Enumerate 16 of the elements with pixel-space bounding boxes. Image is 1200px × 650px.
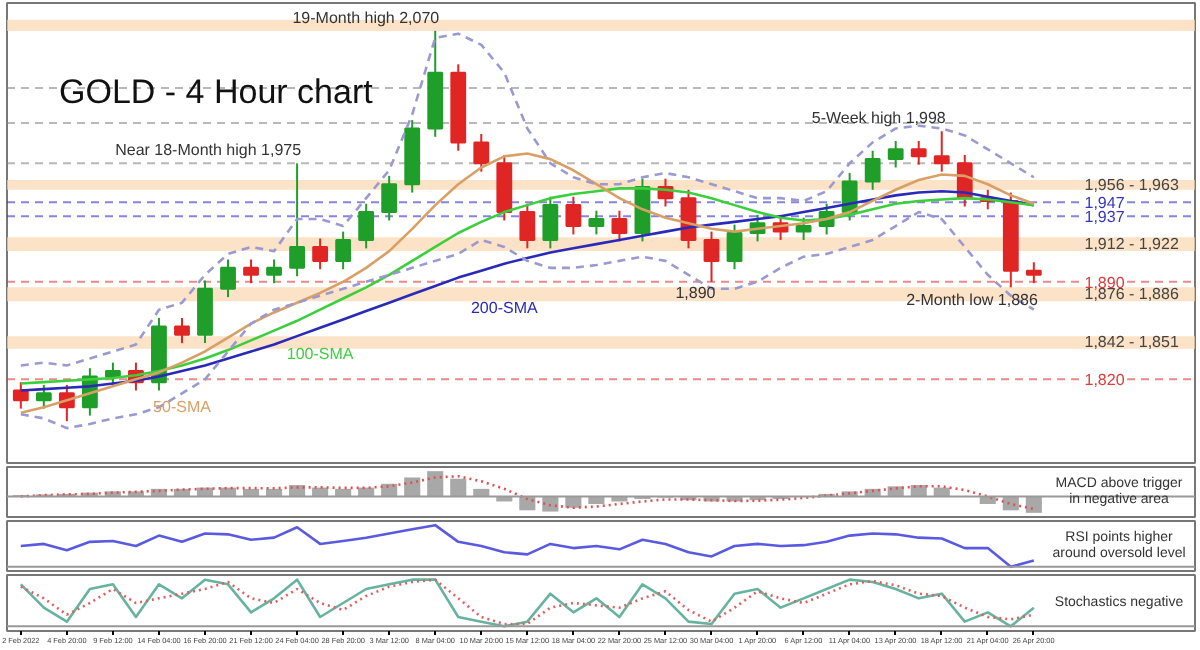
annotation: 19-Month high 2,070 xyxy=(292,8,441,27)
ref-line-label: 1,890 xyxy=(1084,273,1126,292)
series-label: 200-SMA xyxy=(470,298,539,317)
annotation: 1,890 xyxy=(675,283,717,302)
ref-line-label: 1,937 xyxy=(1084,208,1126,227)
band-label: 1,842 - 1,851 xyxy=(1084,333,1180,352)
text: GOLD - 4 Hour chart xyxy=(59,73,374,111)
band-label: 1,912 - 1,922 xyxy=(1084,235,1180,254)
ref-line-label: 1,820 xyxy=(1084,371,1126,390)
annotation: 2-Month low 1,886 xyxy=(906,291,1039,310)
series-label: 100-SMA xyxy=(286,344,355,363)
series-label: 50-SMA xyxy=(153,397,213,416)
annotation: 5-Week high 1,998 xyxy=(811,109,947,128)
band-label: 1,956 - 1,963 xyxy=(1084,175,1180,194)
ref-line-label: 1,947 xyxy=(1084,194,1126,213)
annotation: Near 18-Month high 1,975 xyxy=(115,141,303,160)
